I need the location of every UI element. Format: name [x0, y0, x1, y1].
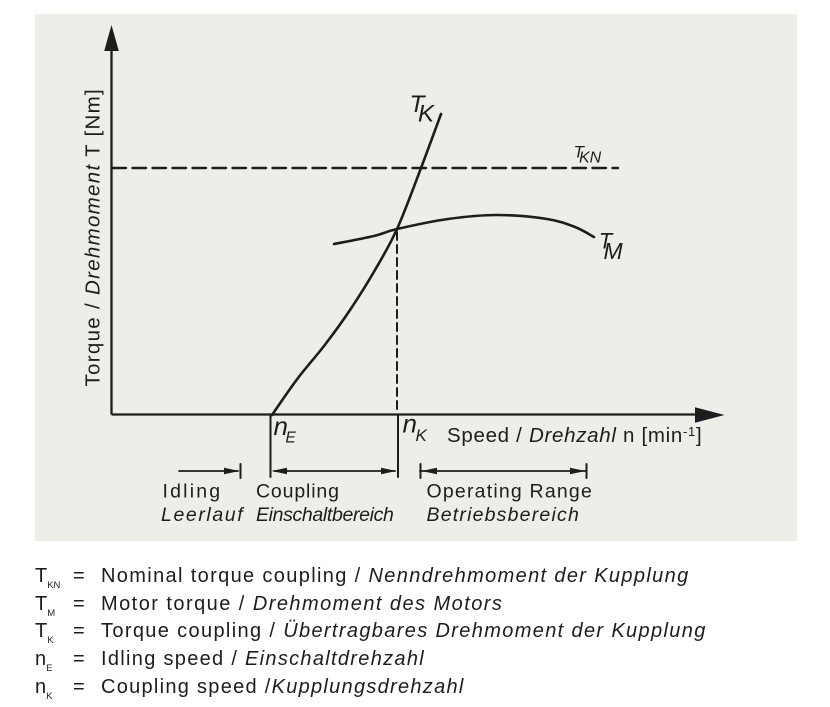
- svg-text:Operating Range: Operating Range: [427, 481, 594, 503]
- svg-text:K: K: [418, 101, 435, 128]
- svg-text:=: =: [73, 620, 85, 642]
- svg-text:Leerlauf: Leerlauf: [161, 504, 245, 526]
- svg-text:=: =: [73, 676, 85, 698]
- svg-text:Torque coupling / Übertragbare: Torque coupling / Übertragbares Drehmome…: [101, 620, 707, 642]
- svg-text:T: T: [410, 91, 427, 118]
- svg-text:nE: nE: [35, 648, 52, 674]
- svg-text:TK: TK: [35, 620, 54, 646]
- svg-text:T: T: [599, 229, 614, 254]
- svg-text:TKN: TKN: [35, 565, 61, 591]
- svg-text:Einschaltbereich: Einschaltbereich: [256, 504, 393, 526]
- svg-text:TM: TM: [35, 593, 55, 619]
- svg-text:=: =: [73, 593, 85, 615]
- svg-text:M: M: [604, 238, 624, 264]
- svg-text:Idling: Idling: [163, 481, 223, 503]
- svg-text:=: =: [73, 565, 85, 587]
- svg-text:KN: KN: [579, 150, 602, 167]
- svg-text:Coupling: Coupling: [256, 481, 340, 503]
- svg-text:K: K: [416, 426, 428, 445]
- svg-text:Motor torque / Drehmoment des: Motor torque / Drehmoment des Motors: [101, 593, 503, 615]
- svg-text:=: =: [73, 648, 85, 670]
- svg-text:E: E: [286, 430, 297, 447]
- svg-text:Idling speed / Einschaltdrehza: Idling speed / Einschaltdrehzahl: [101, 648, 425, 670]
- svg-text:Torque / Drehmoment T [Nm]: Torque / Drehmoment T [Nm]: [82, 88, 105, 387]
- svg-text:T: T: [574, 143, 586, 162]
- svg-text:nK: nK: [35, 676, 53, 702]
- svg-text:Coupling speed /Kupplungsdrehz: Coupling speed /Kupplungsdrehzahl: [101, 676, 465, 698]
- svg-text:n: n: [403, 409, 417, 439]
- svg-text:Betriebsbereich: Betriebsbereich: [427, 504, 581, 526]
- svg-text:n: n: [274, 411, 288, 441]
- svg-text:Nominal torque coupling / Nenn: Nominal torque coupling / Nenndrehmoment…: [101, 565, 690, 587]
- svg-text:Speed / Drehzahl n [min-1]: Speed / Drehzahl n [min-1]: [447, 424, 702, 447]
